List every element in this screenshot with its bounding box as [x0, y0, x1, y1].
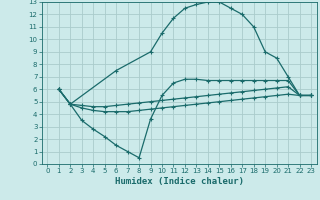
X-axis label: Humidex (Indice chaleur): Humidex (Indice chaleur) — [115, 177, 244, 186]
